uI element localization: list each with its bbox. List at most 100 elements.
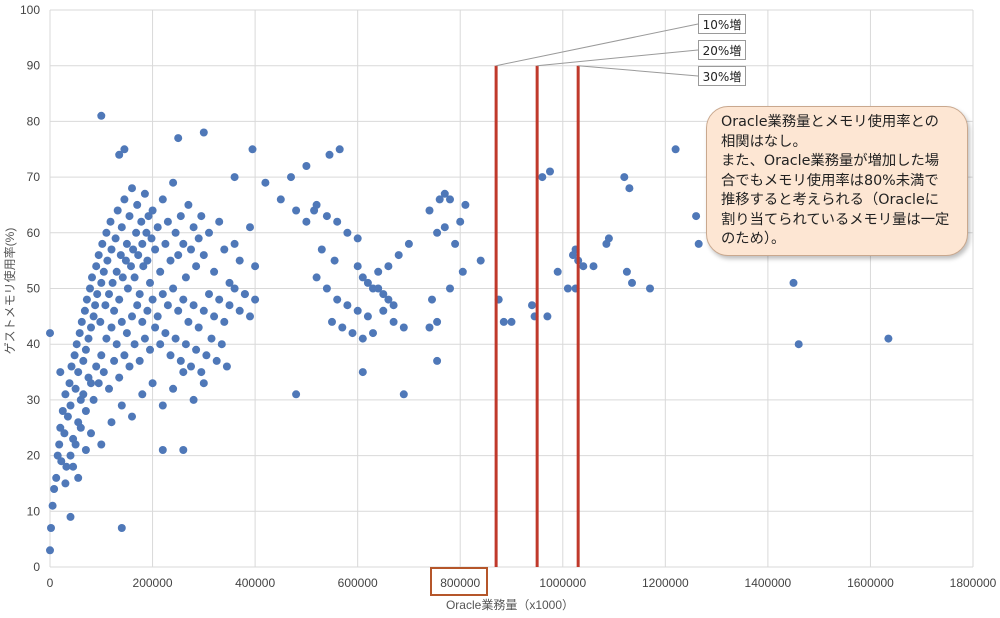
data-point	[47, 524, 55, 532]
data-point	[220, 245, 229, 254]
data-point	[99, 267, 108, 276]
data-point	[358, 334, 367, 343]
data-point	[130, 340, 139, 349]
data-point	[148, 295, 157, 304]
data-point	[451, 239, 460, 248]
data-point	[140, 189, 149, 198]
data-point	[115, 295, 124, 304]
data-point	[197, 212, 206, 221]
data-point	[171, 334, 180, 343]
data-point	[140, 334, 149, 343]
annotation-line-1: Oracle業務量とメモリ使用率との	[721, 114, 939, 130]
data-point	[394, 251, 403, 260]
data-point	[120, 195, 129, 204]
callout-leader-line	[537, 49, 699, 67]
data-point	[130, 273, 139, 282]
data-point	[103, 256, 112, 265]
data-point	[151, 245, 160, 254]
data-point	[116, 251, 125, 260]
data-point	[205, 290, 213, 299]
x-tick-label: 1000000	[539, 576, 586, 590]
data-point	[384, 262, 393, 271]
data-point	[192, 262, 201, 271]
data-point	[166, 351, 175, 360]
data-point	[132, 228, 141, 237]
data-point	[628, 278, 636, 287]
highlighted-tick-box	[430, 567, 488, 596]
data-point	[317, 245, 326, 254]
annotation-note: Oracle業務量とメモリ使用率との 相関はなし。 また、Oracle業務量が増…	[706, 106, 968, 256]
data-point	[122, 239, 131, 248]
data-point	[335, 145, 344, 154]
data-point	[58, 407, 67, 415]
data-point	[62, 462, 71, 471]
callout-20-percent: 20%増	[698, 40, 746, 60]
data-point	[81, 407, 90, 415]
data-point	[46, 329, 54, 338]
data-point	[135, 290, 144, 299]
data-points	[46, 111, 893, 555]
data-point	[192, 345, 201, 354]
data-point	[98, 239, 107, 248]
data-point	[461, 200, 470, 209]
data-point	[425, 206, 434, 215]
data-point	[384, 295, 393, 304]
data-point	[240, 290, 249, 299]
data-point	[138, 390, 147, 399]
data-point	[622, 267, 631, 276]
data-point	[404, 239, 413, 248]
data-point	[117, 401, 126, 410]
data-point	[179, 368, 188, 377]
data-point	[322, 212, 331, 221]
data-point	[379, 290, 388, 299]
callout-10-label: 10%増	[702, 18, 742, 32]
data-point	[84, 373, 93, 382]
data-point	[174, 306, 183, 315]
y-tick-label: 20	[27, 449, 41, 463]
data-point	[158, 401, 167, 410]
data-point	[499, 317, 508, 326]
callout-30-label: 30%増	[702, 70, 742, 84]
data-point	[248, 145, 257, 154]
data-point	[151, 323, 160, 332]
data-point	[122, 329, 131, 338]
data-point	[97, 111, 106, 120]
data-point	[189, 301, 198, 310]
data-point	[620, 173, 629, 182]
data-point	[189, 223, 198, 232]
data-point	[389, 317, 398, 326]
data-point	[646, 284, 654, 293]
data-point	[117, 223, 126, 232]
data-point	[148, 206, 157, 215]
data-point	[528, 301, 536, 310]
data-point	[137, 217, 146, 226]
data-point	[563, 284, 572, 293]
data-point	[105, 290, 113, 299]
data-point	[57, 457, 66, 466]
data-point	[446, 195, 454, 204]
data-point	[399, 390, 408, 399]
data-point	[81, 446, 90, 454]
data-point	[121, 256, 130, 265]
data-point	[46, 546, 54, 555]
data-point	[312, 200, 321, 209]
data-point	[261, 178, 270, 187]
data-point	[117, 524, 126, 532]
data-point	[92, 262, 101, 271]
data-point	[139, 262, 148, 271]
data-point	[81, 345, 90, 354]
data-point	[97, 278, 106, 287]
data-point	[107, 245, 116, 254]
data-point	[75, 329, 84, 338]
data-point	[65, 379, 74, 388]
data-point	[92, 362, 101, 371]
data-point	[93, 290, 102, 299]
data-point	[147, 234, 156, 243]
data-point	[87, 429, 95, 438]
data-point	[433, 356, 442, 365]
data-point	[302, 162, 311, 170]
data-point	[101, 301, 110, 310]
data-point	[348, 329, 357, 338]
data-point	[433, 317, 442, 326]
data-point	[111, 234, 120, 243]
